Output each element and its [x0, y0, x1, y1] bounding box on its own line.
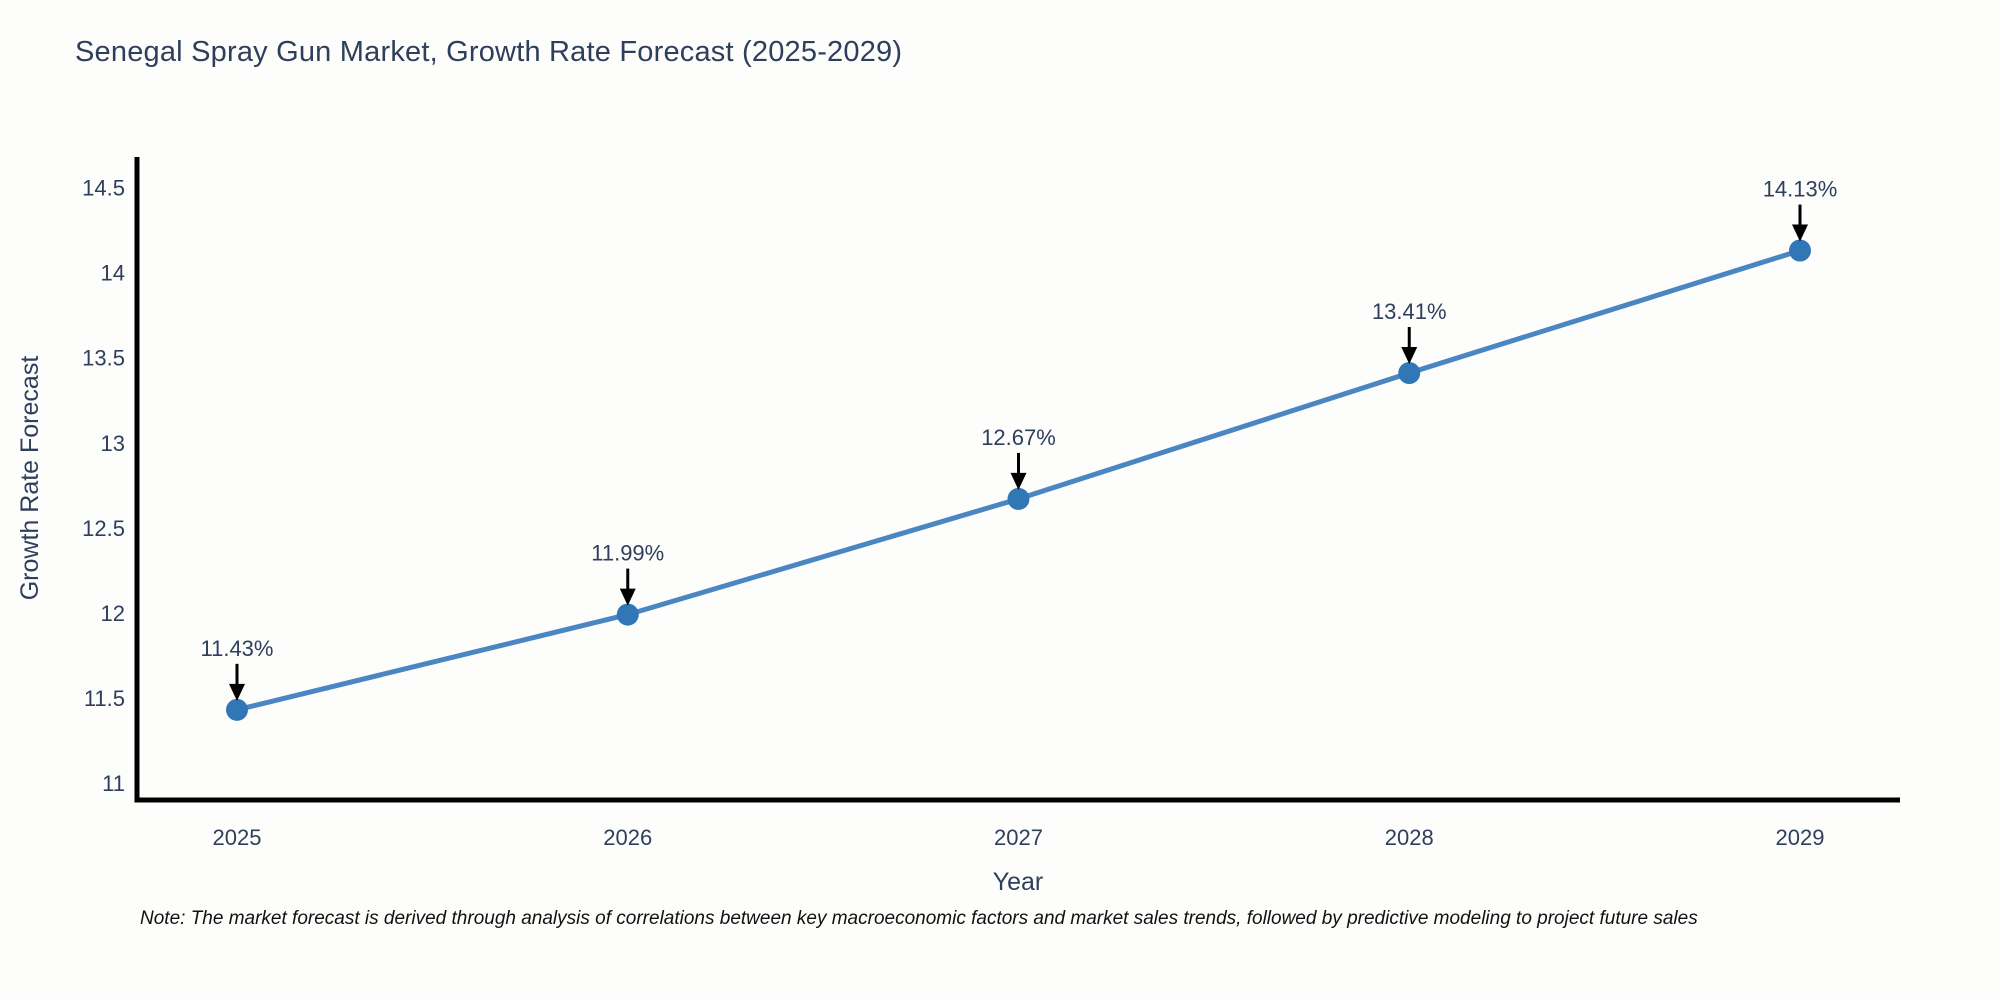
ytick-label-11: 11: [102, 771, 125, 796]
annotation-arrow-head-2028: [1401, 347, 1418, 365]
y-axis-title: Growth Rate Forecast: [16, 356, 44, 601]
annotation-arrow-head-2029: [1792, 224, 1808, 242]
data-point-2027: [1007, 487, 1030, 510]
annotation-label-2029: 14.13%: [1763, 177, 1838, 202]
annotation-label-2027: 12.67%: [981, 425, 1056, 450]
x-axis-title: Year: [993, 868, 1044, 896]
annotation-label-2025: 11.43%: [201, 636, 274, 661]
ytick-label-12.5: 12.5: [82, 516, 125, 541]
data-point-2025: [226, 698, 248, 721]
data-point-2028: [1398, 362, 1421, 385]
chart-title: Senegal Spray Gun Market, Growth Rate Fo…: [75, 36, 903, 68]
annotation-label-2026: 11.99%: [591, 541, 664, 566]
ytick-label-13: 13: [101, 431, 125, 456]
data-point-2026: [616, 603, 639, 626]
xtick-label-2027: 2027: [994, 825, 1043, 850]
annotation-arrow-head-2027: [1010, 472, 1027, 490]
annotation-label-2028: 13.41%: [1372, 299, 1447, 324]
xtick-label-2025: 2025: [213, 825, 262, 850]
ytick-label-12: 12: [101, 601, 125, 626]
annotation-arrow-head-2026: [619, 588, 636, 606]
xtick-label-2026: 2026: [603, 825, 652, 850]
ytick-label-14: 14: [101, 261, 125, 286]
ytick-label-11.5: 11.5: [84, 686, 125, 711]
ytick-label-13.5: 13.5: [82, 346, 125, 371]
xtick-label-2029: 2029: [1776, 825, 1825, 850]
annotation-arrow-head-2025: [229, 683, 245, 701]
xtick-label-2028: 2028: [1385, 825, 1434, 850]
footnote: Note: The market forecast is derived thr…: [140, 908, 1698, 929]
data-point-2029: [1789, 239, 1811, 262]
ytick-label-14.5: 14.5: [82, 176, 125, 201]
